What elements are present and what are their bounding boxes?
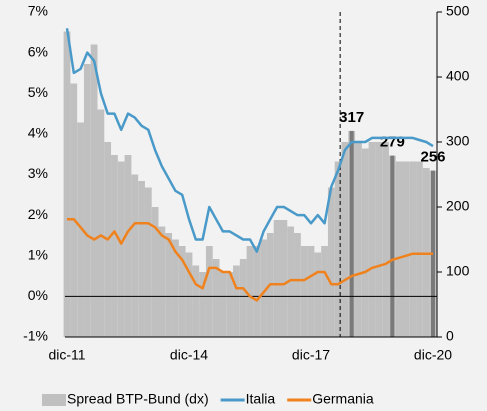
spread-bar bbox=[212, 259, 220, 337]
spread-bar bbox=[151, 207, 159, 337]
spread-bar bbox=[361, 148, 369, 337]
spread-bar bbox=[294, 233, 301, 337]
x-tick-label: dic-14 bbox=[170, 347, 208, 363]
data-label: 256 bbox=[420, 149, 445, 166]
spread-bar bbox=[416, 161, 423, 337]
spread-bar bbox=[233, 265, 240, 337]
y-tick-label: 3% bbox=[28, 165, 48, 181]
spread-bar bbox=[199, 272, 206, 337]
spread-bar bbox=[144, 187, 152, 337]
spread-bar bbox=[368, 142, 376, 337]
legend-label: Italia bbox=[246, 391, 276, 407]
spread-bar bbox=[219, 272, 227, 337]
legend-label: Germania bbox=[312, 391, 374, 407]
spread-bar bbox=[124, 155, 132, 337]
spread-bar bbox=[111, 155, 118, 337]
spread-bar bbox=[205, 246, 213, 337]
data-label: 317 bbox=[339, 109, 364, 126]
series-line bbox=[65, 28, 434, 253]
spread-bar bbox=[131, 174, 139, 337]
spread-bar bbox=[402, 161, 410, 337]
y2-tick-label: 400 bbox=[446, 68, 470, 84]
spread-bar bbox=[138, 181, 145, 337]
y-tick-label: -1% bbox=[23, 328, 48, 344]
spread-bar bbox=[185, 252, 193, 337]
spread-bar bbox=[341, 142, 349, 337]
spread-bar bbox=[70, 83, 78, 337]
spread-bar bbox=[158, 226, 166, 337]
spread-bar bbox=[192, 265, 200, 337]
spread-bar bbox=[83, 64, 91, 337]
spread-bar bbox=[97, 109, 105, 337]
spread-bar bbox=[226, 272, 234, 337]
x-tick-label: dic-11 bbox=[48, 347, 85, 363]
spread-bar bbox=[382, 142, 389, 337]
spread-bar bbox=[90, 44, 98, 337]
spread-bar bbox=[253, 246, 261, 337]
y2-tick-label: 100 bbox=[446, 263, 470, 279]
spread-bar bbox=[280, 220, 288, 337]
spread-bar bbox=[260, 239, 267, 337]
y-tick-label: 1% bbox=[28, 246, 48, 262]
spread-bar bbox=[287, 226, 295, 337]
highlight-bar bbox=[349, 130, 354, 337]
spread-bar bbox=[300, 246, 308, 337]
data-label: 279 bbox=[380, 134, 405, 151]
spread-bar bbox=[77, 122, 84, 337]
y2-tick-label: 0 bbox=[446, 328, 454, 344]
spread-bar bbox=[314, 252, 322, 337]
spread-bar bbox=[178, 246, 186, 337]
y2-tick-label: 200 bbox=[446, 198, 470, 214]
y-tick-label: 5% bbox=[28, 84, 48, 100]
spread-bar bbox=[273, 220, 281, 337]
spread-bar bbox=[117, 161, 125, 337]
y-tick-label: 6% bbox=[28, 43, 48, 59]
spread-bar bbox=[375, 142, 383, 337]
spread-bar bbox=[355, 142, 362, 337]
x-tick-label: dic-17 bbox=[292, 347, 330, 363]
spread-bar bbox=[246, 246, 254, 337]
spread-bar bbox=[409, 161, 417, 337]
x-tick-label: dic-20 bbox=[414, 347, 452, 363]
y-tick-label: 2% bbox=[28, 206, 48, 222]
y-tick-label: 7% bbox=[28, 3, 48, 19]
highlight-bar bbox=[390, 155, 395, 337]
y2-tick-label: 500 bbox=[446, 3, 470, 19]
spread-bar bbox=[63, 31, 71, 337]
spread-bar bbox=[307, 246, 315, 337]
spread-bar bbox=[165, 233, 173, 337]
spread-bar bbox=[321, 246, 328, 337]
y-tick-label: 0% bbox=[28, 287, 48, 303]
y-tick-label: 4% bbox=[28, 125, 48, 141]
legend-swatch bbox=[42, 394, 66, 406]
spread-bar bbox=[172, 239, 179, 337]
spread-bar bbox=[327, 187, 335, 337]
spread-bar bbox=[334, 161, 342, 337]
legend-label: Spread BTP-Bund (dx) bbox=[67, 391, 209, 407]
spread-bar bbox=[395, 161, 403, 337]
spread-bar bbox=[239, 259, 247, 337]
y2-tick-label: 300 bbox=[446, 133, 470, 149]
series-line bbox=[67, 217, 433, 302]
